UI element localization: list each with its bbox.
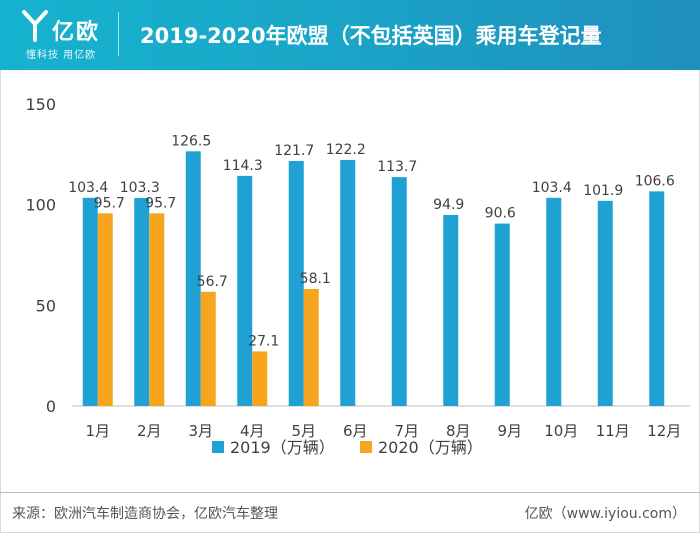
x-tick-label: 3月 <box>188 422 213 440</box>
bar-2020-3 <box>200 291 216 406</box>
footer-divider <box>0 492 700 493</box>
y-tick-label: 100 <box>25 196 56 215</box>
x-tick-label: 5月 <box>291 422 316 440</box>
data-label: 103.4 <box>532 180 572 196</box>
bar-2019-1 <box>82 197 98 406</box>
bar-2019-10 <box>546 197 562 406</box>
x-tick-label: 2月 <box>137 422 162 440</box>
data-label: 121.7 <box>274 143 314 159</box>
bar-2020-4 <box>252 351 268 406</box>
data-label: 58.1 <box>300 271 331 287</box>
bar-chart: 050100150103.495.71月103.395.72月126.556.7… <box>25 95 690 457</box>
x-tick-label: 11月 <box>596 422 630 440</box>
bar-2019-5 <box>288 160 304 406</box>
source-note: 来源：欧洲汽车制造商协会，亿欧汽车整理 <box>12 506 278 522</box>
data-label: 126.5 <box>171 133 211 149</box>
data-label: 90.6 <box>485 206 516 222</box>
y-tick-label: 50 <box>36 296 56 315</box>
x-tick-label: 6月 <box>343 422 368 440</box>
bar-2019-4 <box>237 175 253 406</box>
data-label: 106.6 <box>635 173 675 189</box>
data-label: 103.3 <box>120 180 160 196</box>
bar-2019-3 <box>185 151 201 406</box>
logo-slogan: 懂科技 用亿欧 <box>26 50 97 61</box>
bar-2020-2 <box>149 213 165 406</box>
page-title: 2019-2020年欧盟（不包括英国）乘用车登记量 <box>140 24 602 48</box>
legend-label: 2020（万辆） <box>378 438 483 457</box>
data-label: 95.7 <box>145 195 176 211</box>
logo-text: 亿欧 <box>52 20 101 45</box>
logo: 亿欧 懂科技 用亿欧 <box>18 8 118 62</box>
data-label: 103.4 <box>68 180 108 196</box>
legend-label: 2019（万辆） <box>230 438 335 457</box>
header-banner: 亿欧 懂科技 用亿欧 2019-2020年欧盟（不包括英国）乘用车登记量 <box>0 0 700 70</box>
data-label: 94.9 <box>433 197 464 213</box>
logo-y-icon <box>22 10 48 42</box>
x-tick-label: 8月 <box>446 422 471 440</box>
x-tick-label: 10月 <box>544 422 578 440</box>
legend-swatch <box>212 441 224 453</box>
x-tick-label: 12月 <box>647 422 681 440</box>
bar-2019-11 <box>597 200 613 406</box>
y-tick-label: 150 <box>25 95 56 114</box>
bar-2019-12 <box>649 191 665 406</box>
x-tick-label: 1月 <box>85 422 110 440</box>
data-label: 95.7 <box>94 195 125 211</box>
bar-2019-7 <box>391 177 407 406</box>
y-tick-label: 0 <box>46 397 56 416</box>
credit-note: 亿欧（www.iyiou.com） <box>524 506 686 522</box>
bar-2019-2 <box>134 198 150 406</box>
bar-2020-5 <box>303 289 319 406</box>
data-label: 101.9 <box>583 183 623 199</box>
bar-2019-8 <box>443 214 459 406</box>
data-label: 113.7 <box>377 159 417 175</box>
data-label: 27.1 <box>248 333 279 349</box>
bar-2019-6 <box>340 159 356 406</box>
bar-2020-1 <box>97 213 113 406</box>
x-tick-label: 9月 <box>497 422 522 440</box>
legend-swatch <box>360 441 372 453</box>
data-label: 56.7 <box>197 274 228 290</box>
data-label: 122.2 <box>326 142 366 158</box>
x-tick-label: 7月 <box>394 422 419 440</box>
bar-2019-9 <box>494 223 510 406</box>
x-tick-label: 4月 <box>240 422 265 440</box>
data-label: 114.3 <box>223 158 263 174</box>
header-divider <box>118 12 119 56</box>
